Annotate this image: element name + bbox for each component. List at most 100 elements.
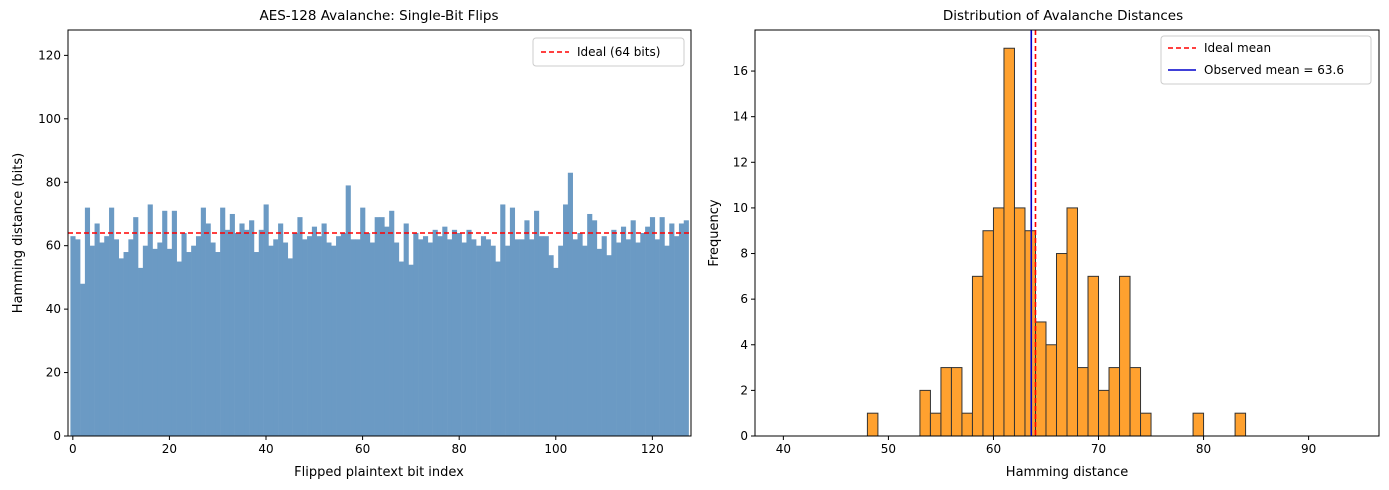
bar: [340, 233, 346, 436]
bar: [205, 223, 211, 436]
y-tick-label: 0: [53, 429, 61, 443]
bar: [389, 210, 395, 436]
histogram-bin: [919, 389, 931, 437]
y-axis-ticks: 0 20 40 60 80 100 120: [38, 48, 68, 443]
bar: [171, 210, 177, 436]
bar: [355, 239, 361, 436]
histogram-bin: [982, 230, 994, 437]
bar: [591, 220, 598, 436]
bar: [505, 245, 511, 436]
bar: [630, 220, 636, 436]
histogram-bin: [866, 412, 879, 437]
bar: [384, 226, 390, 436]
histogram-bin: [940, 367, 952, 437]
bar: [311, 226, 318, 436]
bar: [480, 236, 487, 436]
bar: [398, 261, 404, 436]
x-tick-label: 70: [1091, 442, 1106, 456]
bar: [239, 223, 245, 436]
bar: [138, 267, 144, 436]
bar: [287, 258, 293, 436]
bar: [645, 226, 651, 436]
bar: [674, 236, 680, 436]
y-tick-label: 6: [740, 292, 748, 306]
histogram-bin: [1045, 344, 1057, 437]
bar: [176, 261, 182, 436]
bar: [534, 210, 540, 436]
histogram-bin: [1098, 389, 1110, 437]
bar: [147, 204, 153, 436]
bar: [649, 217, 656, 436]
bar: [104, 236, 110, 436]
bar: [249, 220, 255, 436]
y-tick-label: 60: [46, 239, 61, 253]
bar: [529, 239, 535, 436]
x-axis-ticks: 0 20 40 60 80 100 120: [69, 436, 664, 456]
bar: [543, 236, 549, 436]
bar: [587, 213, 593, 436]
bar: [273, 239, 279, 436]
histogram-bin: [992, 207, 1005, 437]
bar: [89, 245, 95, 436]
y-axis-label: Hamming distance (bits): [11, 153, 26, 313]
bar: [244, 229, 250, 436]
bar: [422, 236, 429, 436]
bar: [316, 236, 322, 436]
bar: [640, 233, 646, 436]
histogram-bin: [950, 367, 963, 437]
x-axis-label: Hamming distance: [1006, 465, 1128, 480]
bar: [142, 245, 148, 436]
bar: [582, 245, 588, 436]
bar: [495, 261, 501, 436]
bar: [485, 239, 491, 436]
bar: [393, 242, 400, 436]
bar: [635, 242, 641, 436]
y-tick-label: 10: [733, 201, 748, 215]
bar: [572, 239, 578, 436]
bar: [466, 229, 472, 436]
bar: [669, 223, 675, 436]
y-tick-label: 40: [46, 302, 61, 316]
bar: [200, 207, 206, 436]
x-tick-label: 60: [355, 442, 370, 456]
histogram-bin: [1003, 47, 1015, 437]
plot-frame: [754, 29, 1380, 437]
legend-label-ideal-mean: Ideal mean: [1204, 41, 1271, 55]
bar: [413, 233, 419, 436]
bar: [118, 258, 124, 436]
histogram-bin: [1077, 367, 1089, 437]
y-tick-label: 20: [46, 366, 61, 380]
bar: [123, 252, 129, 436]
x-tick-label: 80: [452, 442, 467, 456]
bar: [567, 172, 573, 436]
bar: [620, 226, 627, 436]
x-tick-label: 120: [641, 442, 664, 456]
bar: [326, 242, 332, 436]
bar: [268, 245, 274, 436]
legend: Ideal (64 bits): [532, 37, 685, 67]
legend: Ideal mean Observed mean = 63.6: [1160, 35, 1372, 85]
bar: [500, 204, 506, 436]
bar: [278, 223, 284, 436]
bar: [514, 239, 520, 436]
y-tick-label: 120: [38, 48, 61, 62]
chart-title: Distribution of Avalanche Distances: [943, 8, 1183, 24]
legend-box: [1160, 35, 1372, 85]
bar: [229, 213, 235, 436]
bar: [162, 210, 168, 436]
y-tick-label: 0: [740, 429, 748, 443]
bar: [70, 236, 76, 436]
chart-title: AES-128 Avalanche: Single-Bit Flips: [259, 8, 498, 24]
histogram-bin: [1066, 207, 1079, 437]
bar: [596, 248, 602, 436]
y-tick-label: 80: [46, 175, 61, 189]
histogram-bin: [929, 412, 942, 437]
bar: [307, 236, 313, 436]
x-tick-label: 50: [881, 442, 896, 456]
bar-chart-panel: AES-128 Avalanche: Single-Bit Flips 0 20 4…: [11, 8, 692, 480]
bar: [509, 207, 516, 436]
bar: [461, 242, 467, 436]
plot-frame: [67, 29, 692, 437]
x-tick-label: 20: [162, 442, 177, 456]
